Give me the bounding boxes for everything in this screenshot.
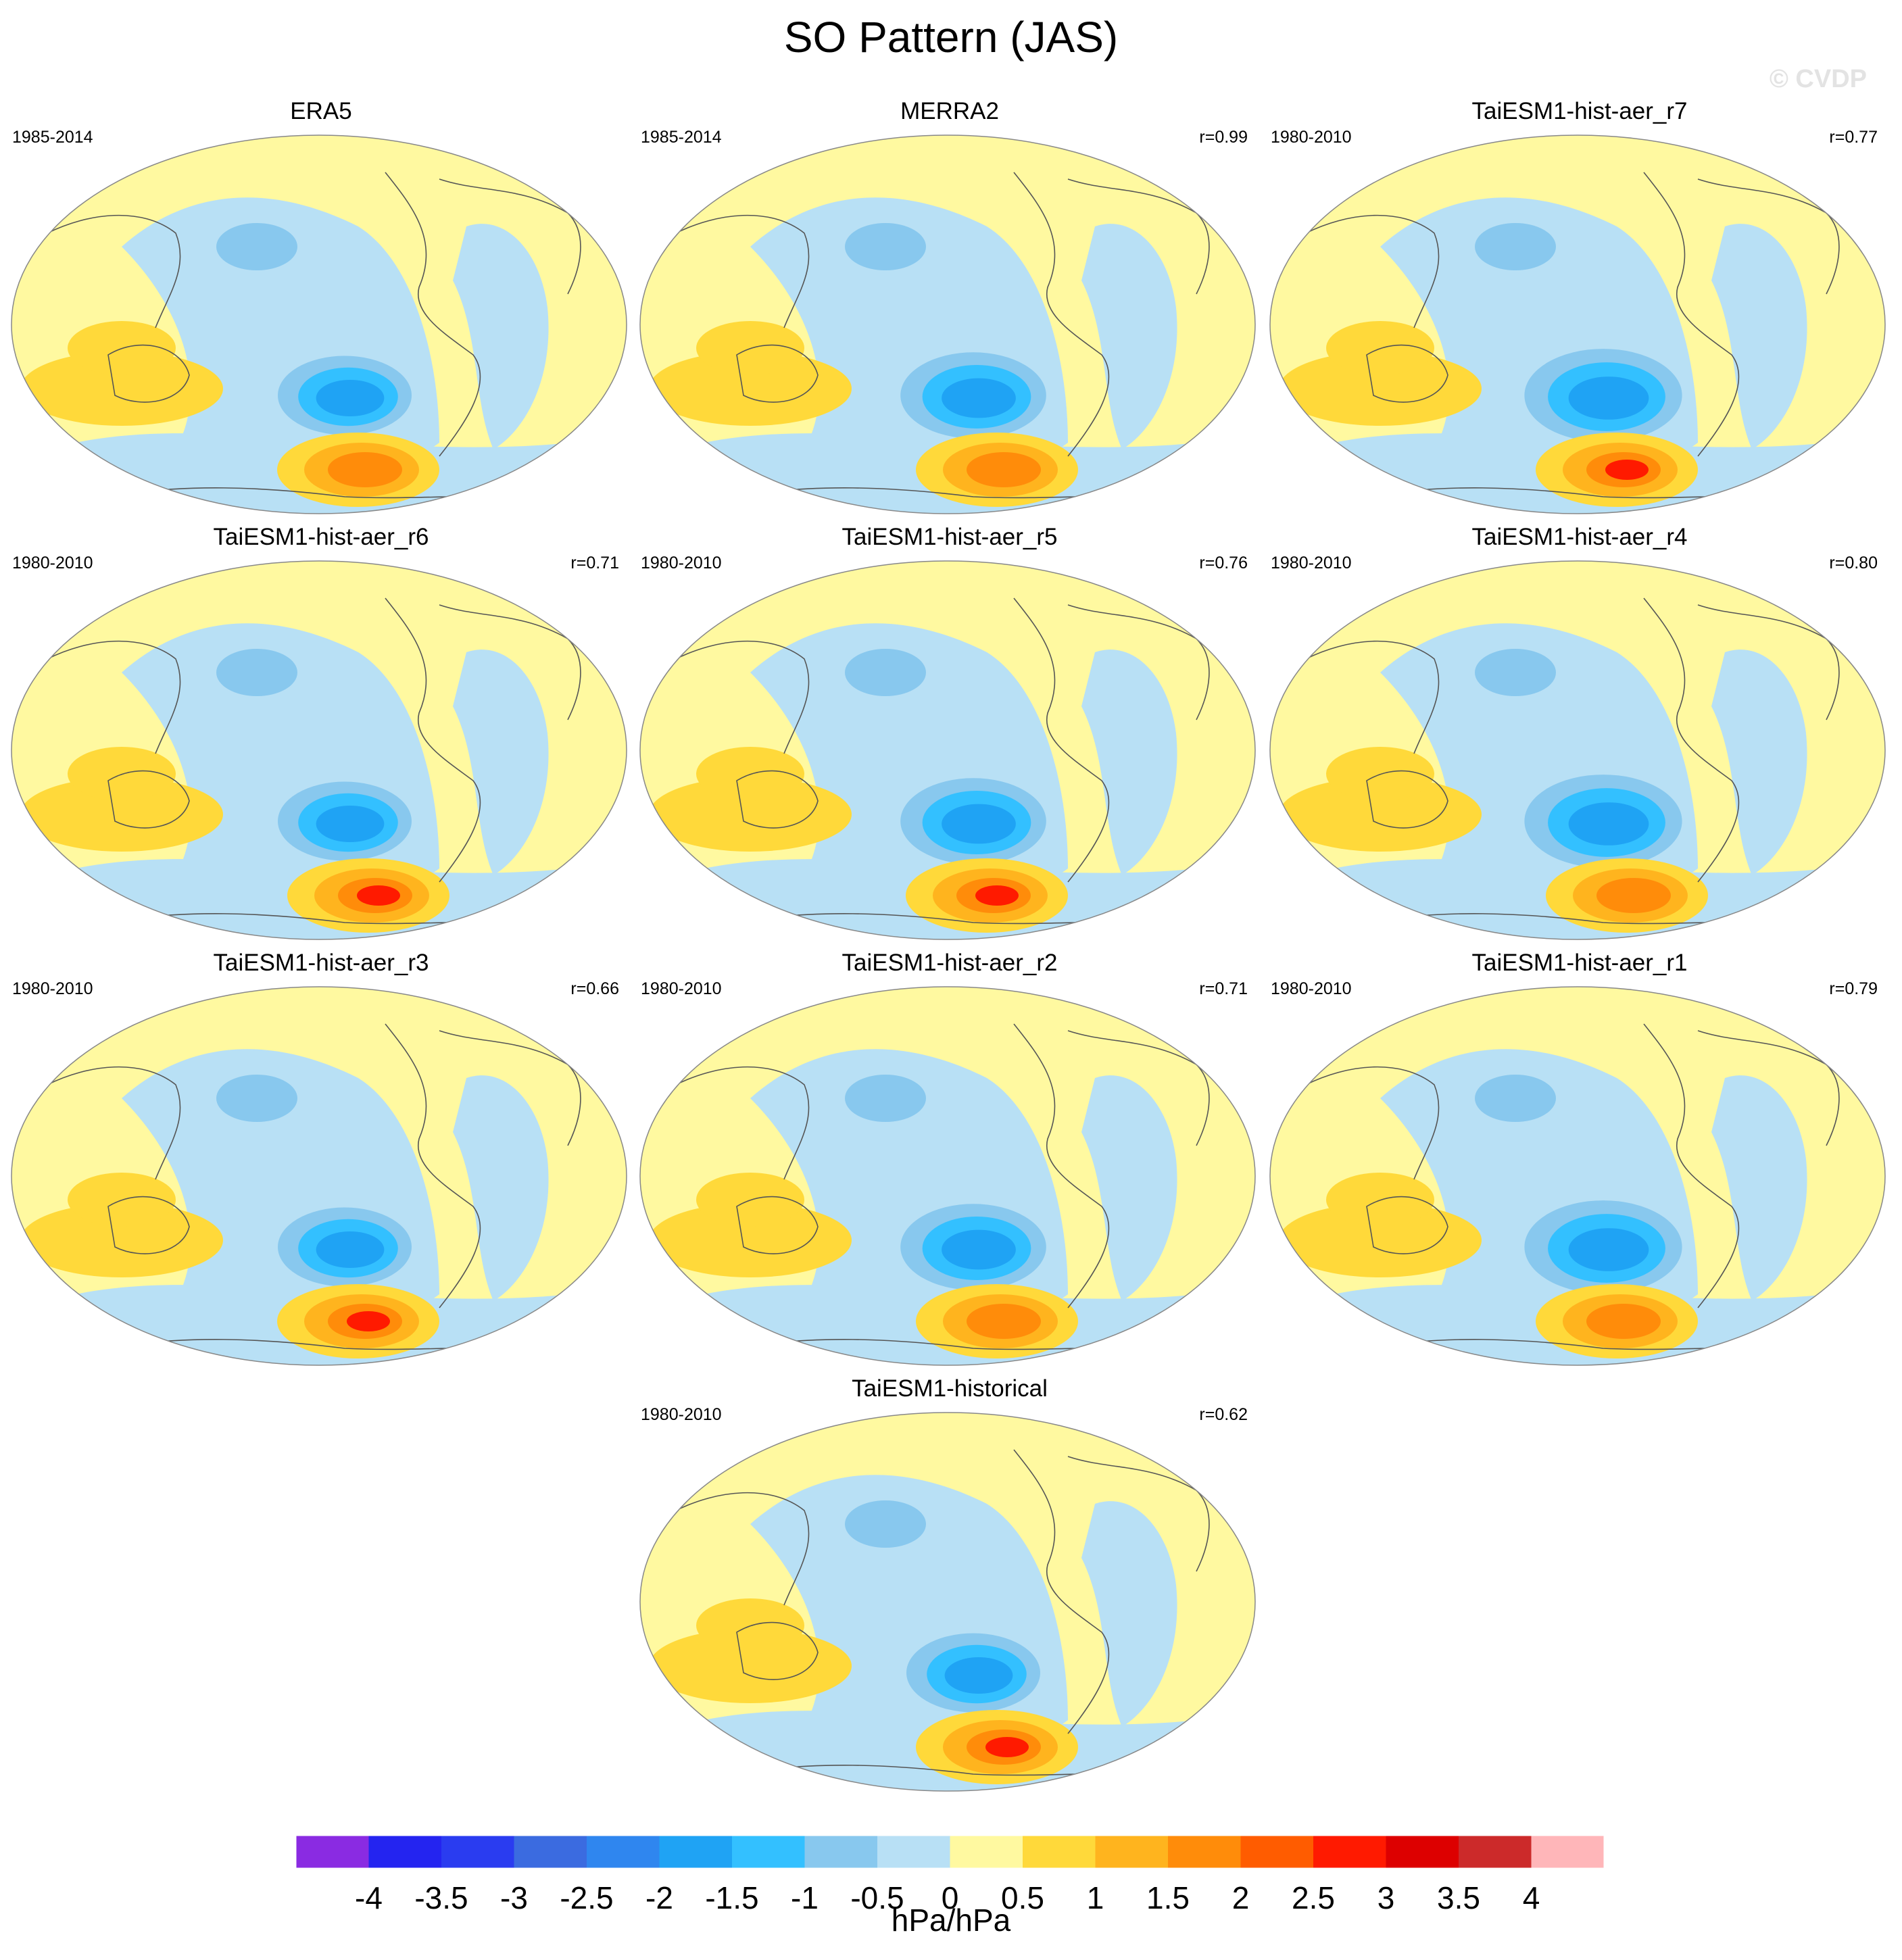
figure-title: SO Pattern (JAS): [783, 13, 1119, 62]
panel-title: ERA5: [290, 98, 352, 124]
panel-years: 1980-2010: [1271, 554, 1352, 572]
panel-title: MERRA2: [900, 98, 999, 124]
panel-years: 1980-2010: [641, 979, 722, 998]
map-panel: TaiESM1-historical 1980-2010 r=0.62: [635, 1375, 1264, 1808]
colorbar-swatch: [1386, 1836, 1459, 1868]
colorbar-swatch: [587, 1836, 660, 1868]
map-panel: TaiESM1-hist-aer_r3 1980-2010 r=0.66: [7, 950, 635, 1382]
map-panel: TaiESM1-hist-aer_r2 1980-2010 r=0.71: [635, 950, 1264, 1382]
colorbar-swatch: [514, 1836, 587, 1868]
panel-map: [11, 560, 627, 940]
panel-map: [11, 986, 627, 1366]
panel-correlation: r=0.77: [1829, 128, 1878, 147]
panel-years: 1980-2010: [12, 979, 93, 998]
panel-correlation: r=0.79: [1829, 979, 1878, 998]
panel-title: TaiESM1-hist-aer_r7: [1471, 98, 1688, 124]
colorbar-swatch: [950, 1836, 1023, 1868]
panel-years: 1985-2014: [12, 128, 93, 147]
panel-map: [639, 134, 1256, 514]
watermark: © CVDP: [1769, 65, 1867, 93]
map-panel: TaiESM1-hist-aer_r5 1980-2010 r=0.76: [635, 524, 1264, 956]
colorbar-swatch: [877, 1836, 950, 1868]
panel-map: [639, 986, 1256, 1366]
colorbar-swatch: [1023, 1836, 1096, 1868]
map-panel: ERA5 1985-2014: [7, 98, 635, 531]
panel-title: TaiESM1-hist-aer_r3: [213, 950, 429, 976]
panel-title: TaiESM1-hist-aer_r1: [1471, 950, 1688, 976]
panel-years: 1980-2010: [1271, 979, 1352, 998]
panel-map: [11, 134, 627, 514]
panel-title: TaiESM1-hist-aer_r4: [1471, 524, 1688, 550]
colorbar-swatch: [1168, 1836, 1241, 1868]
colorbar-units: hPa/hPa: [891, 1903, 1011, 1938]
panel-correlation: r=0.80: [1829, 554, 1878, 572]
panel-correlation: r=0.71: [570, 554, 619, 572]
panel-map: [1269, 986, 1886, 1366]
panel-map: [639, 1412, 1256, 1792]
colorbar-swatch: [732, 1836, 805, 1868]
colorbar-swatch: [1095, 1836, 1168, 1868]
panel-years: 1980-2010: [1271, 128, 1352, 147]
map-panel: MERRA2 1985-2014 r=0.99: [635, 98, 1264, 531]
colorbar-swatch: [659, 1836, 732, 1868]
map-panel: TaiESM1-hist-aer_r6 1980-2010 r=0.71: [7, 524, 635, 956]
colorbar-swatch: [1459, 1836, 1532, 1868]
colorbar-swatch: [441, 1836, 514, 1868]
panel-title: TaiESM1-historical: [852, 1375, 1048, 1402]
panel-correlation: r=0.76: [1199, 554, 1248, 572]
panel-years: 1985-2014: [641, 128, 722, 147]
map-panel: TaiESM1-hist-aer_r7 1980-2010 r=0.77: [1265, 98, 1894, 531]
map-panel: TaiESM1-hist-aer_r4 1980-2010 r=0.80: [1265, 524, 1894, 956]
colorbar-swatch: [1240, 1836, 1313, 1868]
panel-map: [1269, 560, 1886, 940]
panel-correlation: r=0.71: [1199, 979, 1248, 998]
panel-years: 1980-2010: [641, 554, 722, 572]
colorbar-swatch: [296, 1836, 369, 1868]
panel-map: [639, 560, 1256, 940]
panel-map: [1269, 134, 1886, 514]
panel-title: TaiESM1-hist-aer_r6: [213, 524, 429, 550]
panel-correlation: r=0.66: [570, 979, 619, 998]
colorbar-swatch: [1531, 1836, 1604, 1868]
colorbar-swatch: [1313, 1836, 1386, 1868]
panel-title: TaiESM1-hist-aer_r2: [842, 950, 1058, 976]
panel-years: 1980-2010: [12, 554, 93, 572]
panel-title: TaiESM1-hist-aer_r5: [842, 524, 1058, 550]
panel-correlation: r=0.62: [1199, 1405, 1248, 1424]
panel-correlation: r=0.99: [1199, 128, 1248, 147]
colorbar-swatch: [804, 1836, 877, 1868]
colorbar-swatch: [368, 1836, 441, 1868]
map-panel: TaiESM1-hist-aer_r1 1980-2010 r=0.79: [1265, 950, 1894, 1382]
panel-years: 1980-2010: [641, 1405, 722, 1424]
